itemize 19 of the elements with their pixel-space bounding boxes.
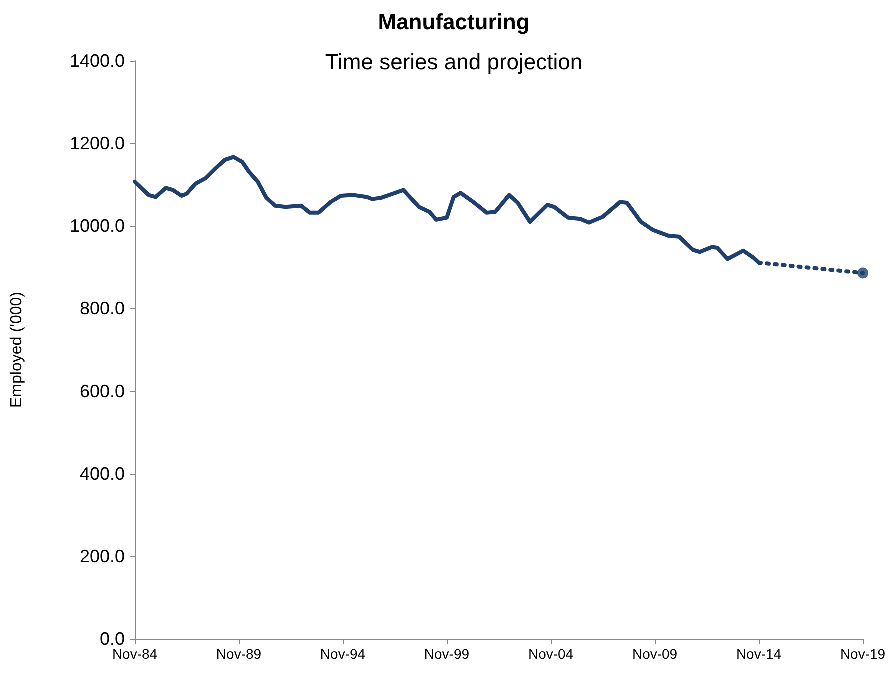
y-tick-label: 1400.0 (70, 51, 125, 71)
x-tick-label: Nov-89 (216, 646, 262, 662)
y-tick-label: 0.0 (100, 629, 125, 649)
chart-title: Manufacturing (378, 10, 530, 34)
x-tick-label: Nov-94 (320, 646, 366, 662)
x-tick-label: Nov-84 (112, 646, 158, 662)
x-tick-label: Nov-99 (424, 646, 470, 662)
y-tick-label: 400.0 (80, 464, 125, 484)
chart-subtitle: Time series and projection (325, 50, 583, 74)
x-tick-label: Nov-14 (736, 646, 782, 662)
y-axis-title: Employed ('000) (8, 292, 26, 408)
y-tick-label: 200.0 (80, 546, 125, 566)
y-tick-label: 1000.0 (70, 216, 125, 236)
x-tick-label: Nov-04 (528, 646, 574, 662)
y-tick-label: 600.0 (80, 381, 125, 402)
y-tick-label: 800.0 (80, 298, 125, 319)
x-tick-label: Nov-19 (840, 646, 886, 662)
x-tick-label: Nov-09 (632, 646, 678, 662)
y-tick-label: 1200.0 (70, 134, 125, 154)
